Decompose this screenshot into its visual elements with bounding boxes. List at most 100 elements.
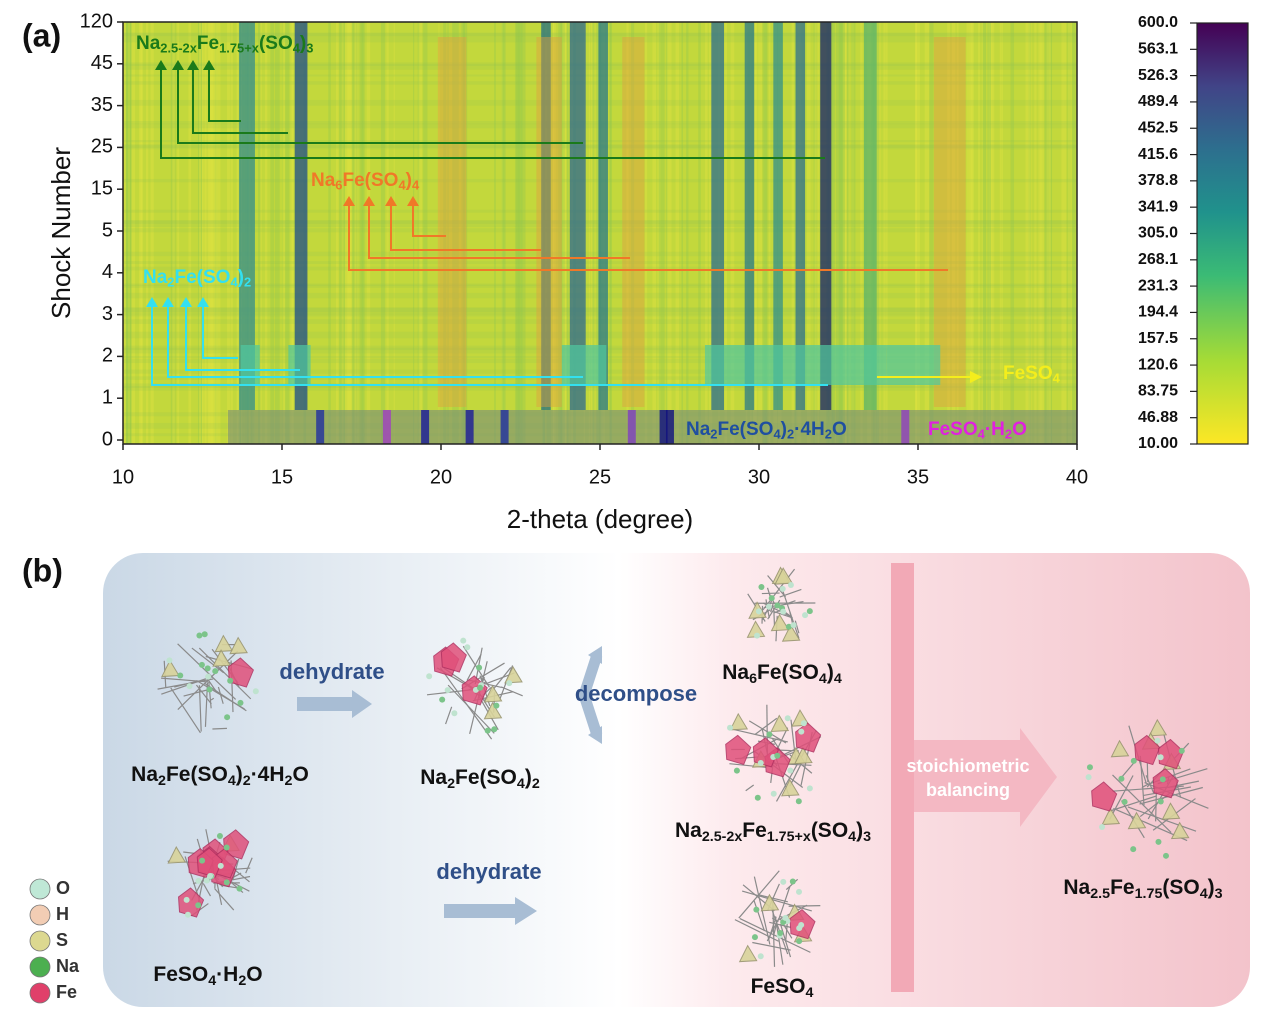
atom [201, 631, 208, 638]
heatmap-texture [1010, 22, 1015, 444]
atom [203, 877, 210, 884]
atom [798, 921, 805, 928]
bond [183, 851, 195, 854]
heatmap-texture [237, 22, 240, 444]
heatmap-stripe [820, 22, 832, 410]
heatmap-texture [354, 22, 357, 444]
heatmap-texture [817, 22, 820, 444]
heatmap-texture [698, 22, 701, 444]
heatmap-texture [516, 22, 519, 444]
heatmap-texture [558, 22, 563, 444]
heatmap-texture [969, 22, 974, 444]
heatmap-texture [188, 22, 192, 444]
guide-arrowhead [343, 196, 355, 206]
heatmap-texture [359, 22, 362, 444]
heatmap-texture [657, 22, 661, 444]
heatmap-block [288, 345, 311, 385]
balancing-arrow [914, 728, 1057, 827]
bond [212, 727, 227, 730]
atom [236, 885, 243, 892]
heatmap-texture [806, 22, 811, 444]
heatmap-texture [666, 22, 669, 444]
heatmap-texture [561, 22, 565, 444]
atom [177, 672, 184, 679]
heatmap-band [437, 37, 467, 407]
colorbar-tick-label: 600.0 [1138, 14, 1178, 31]
heatmap-texture [813, 22, 817, 444]
sulfate [1148, 718, 1168, 737]
heatmap-texture [981, 22, 984, 444]
heatmap-texture [214, 22, 218, 444]
sulfate [729, 712, 749, 731]
atom [237, 699, 244, 706]
atom [205, 673, 212, 680]
atom [754, 794, 761, 801]
heatmap-texture [846, 22, 850, 444]
y-tick-label: 15 [91, 177, 113, 199]
bond [754, 717, 778, 735]
heatmap-texture [876, 22, 881, 444]
heatmap-texture [201, 22, 203, 444]
heatmap-spot [421, 410, 430, 444]
heatmap-stripe [294, 22, 308, 410]
heatmap-texture [988, 22, 993, 444]
bond [198, 685, 202, 732]
heatmap-spot [659, 410, 668, 444]
bond [466, 653, 482, 681]
atom [477, 684, 484, 691]
sulfate [167, 846, 187, 864]
x-tick-label: 15 [271, 466, 293, 488]
bond [1141, 784, 1147, 789]
heatmap-texture [929, 22, 934, 444]
balancing-label: balancing [926, 780, 1010, 800]
step-label: dehydrate [279, 659, 384, 684]
atom [166, 657, 173, 664]
heatmap-texture [204, 22, 206, 444]
guide-arrowhead [407, 196, 419, 206]
sulfate [1161, 802, 1181, 820]
atom [1157, 754, 1164, 761]
balancing-bar [891, 563, 914, 992]
colorbar-tick-label: 452.5 [1138, 119, 1178, 136]
colorbar-tick-label: 378.8 [1138, 172, 1178, 189]
subscript: 2.5-2x [160, 41, 197, 56]
atom [1157, 798, 1164, 805]
heatmap-texture [514, 22, 518, 444]
heatmap-texture [501, 22, 506, 444]
atom [790, 622, 797, 629]
heatmap-texture [560, 22, 566, 444]
bond [174, 680, 199, 688]
heatmap-texture [999, 22, 1002, 444]
heatmap-texture [520, 22, 526, 444]
heatmap-texture [386, 22, 389, 444]
heatmap-texture [552, 22, 556, 444]
guide-line [177, 68, 583, 144]
formula-text: ·4H [794, 419, 825, 440]
heatmap-band [536, 37, 562, 407]
heatmap-texture [924, 22, 930, 444]
heatmap-texture [125, 22, 128, 444]
formula-text: Na [131, 763, 158, 786]
formula-text: Fe [742, 819, 767, 842]
x-tick-label: 20 [430, 466, 452, 488]
formula-text: ) [827, 661, 834, 684]
guide-line [202, 305, 238, 359]
bond [773, 609, 782, 614]
guide-arrowhead [162, 297, 174, 307]
colorbar-tick-label: 305.0 [1138, 225, 1178, 242]
heatmap-texture [851, 22, 856, 444]
subscript: 3 [306, 41, 313, 56]
formula-text: Na [420, 766, 447, 789]
bond [445, 706, 453, 725]
bond [745, 784, 755, 792]
heatmap-texture [282, 22, 285, 444]
heatmap-texture [1063, 22, 1067, 444]
heatmap-texture [519, 22, 523, 444]
colorbar-tick-label: 157.5 [1138, 330, 1178, 347]
guide-arrowhead [385, 196, 397, 206]
phase-label: Na2.5-2xFe1.75+x(SO4)3 [136, 33, 313, 56]
fe-octahedron [1152, 768, 1179, 799]
heatmap-texture [842, 22, 847, 444]
formula-text: Fe(SO [757, 661, 819, 684]
legend-label: H [56, 904, 69, 924]
